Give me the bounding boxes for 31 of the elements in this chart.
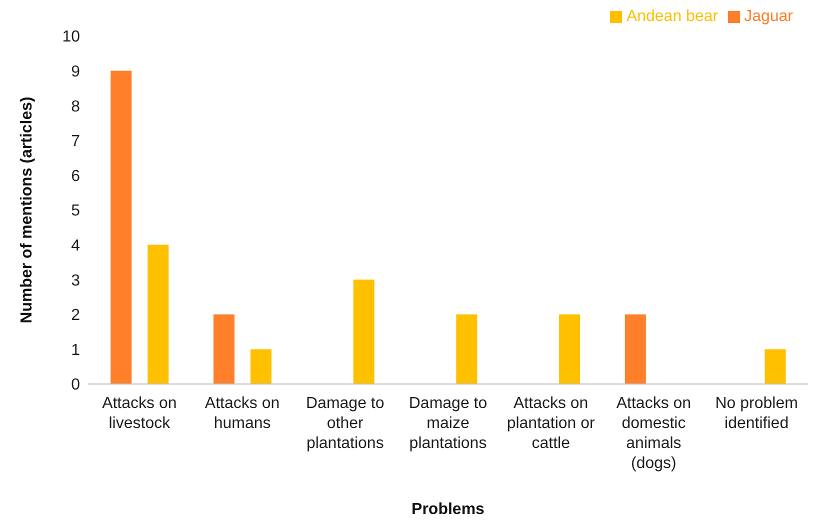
x-tick-label: Attacks on domestic animals (dogs) [616, 395, 692, 472]
bar [559, 314, 580, 384]
bar [624, 314, 646, 384]
y-tick-label: 7 [71, 133, 80, 150]
x-tick-label: Attacks on livestock [102, 395, 177, 432]
legend-label: Andean bear [626, 8, 718, 25]
x-tick-label: No problem identified [715, 395, 798, 432]
y-tick-label: 10 [62, 28, 80, 46]
y-axis-title: Number of mentions (articles) [18, 96, 36, 324]
x-tick-label: Damage to maize plantations [408, 395, 488, 452]
y-tick-label: 5 [71, 202, 80, 220]
bar [213, 314, 234, 384]
y-tick-label: 6 [71, 168, 80, 185]
x-tick-label: Attacks on humans [204, 395, 280, 432]
y-tick-label: 9 [71, 63, 80, 80]
bar [250, 349, 272, 384]
y-tick-label: 4 [71, 237, 80, 254]
y-tick-label: 1 [71, 342, 80, 359]
x-axis-title: Problems [412, 501, 485, 518]
y-tick-label: 2 [71, 307, 80, 324]
bar [148, 244, 169, 384]
bar [764, 349, 786, 384]
y-tick-label: 3 [71, 272, 80, 290]
y-tick-label: 8 [71, 98, 80, 116]
legend-label: Jaguar [744, 8, 793, 25]
x-tick-label: Damage to other plantations [306, 395, 384, 452]
x-tick-label: Attacks on plantation or cattle [506, 395, 596, 452]
bar [353, 280, 374, 384]
bar [110, 70, 132, 384]
y-tick-label: 0 [71, 376, 80, 394]
bar [456, 314, 478, 384]
